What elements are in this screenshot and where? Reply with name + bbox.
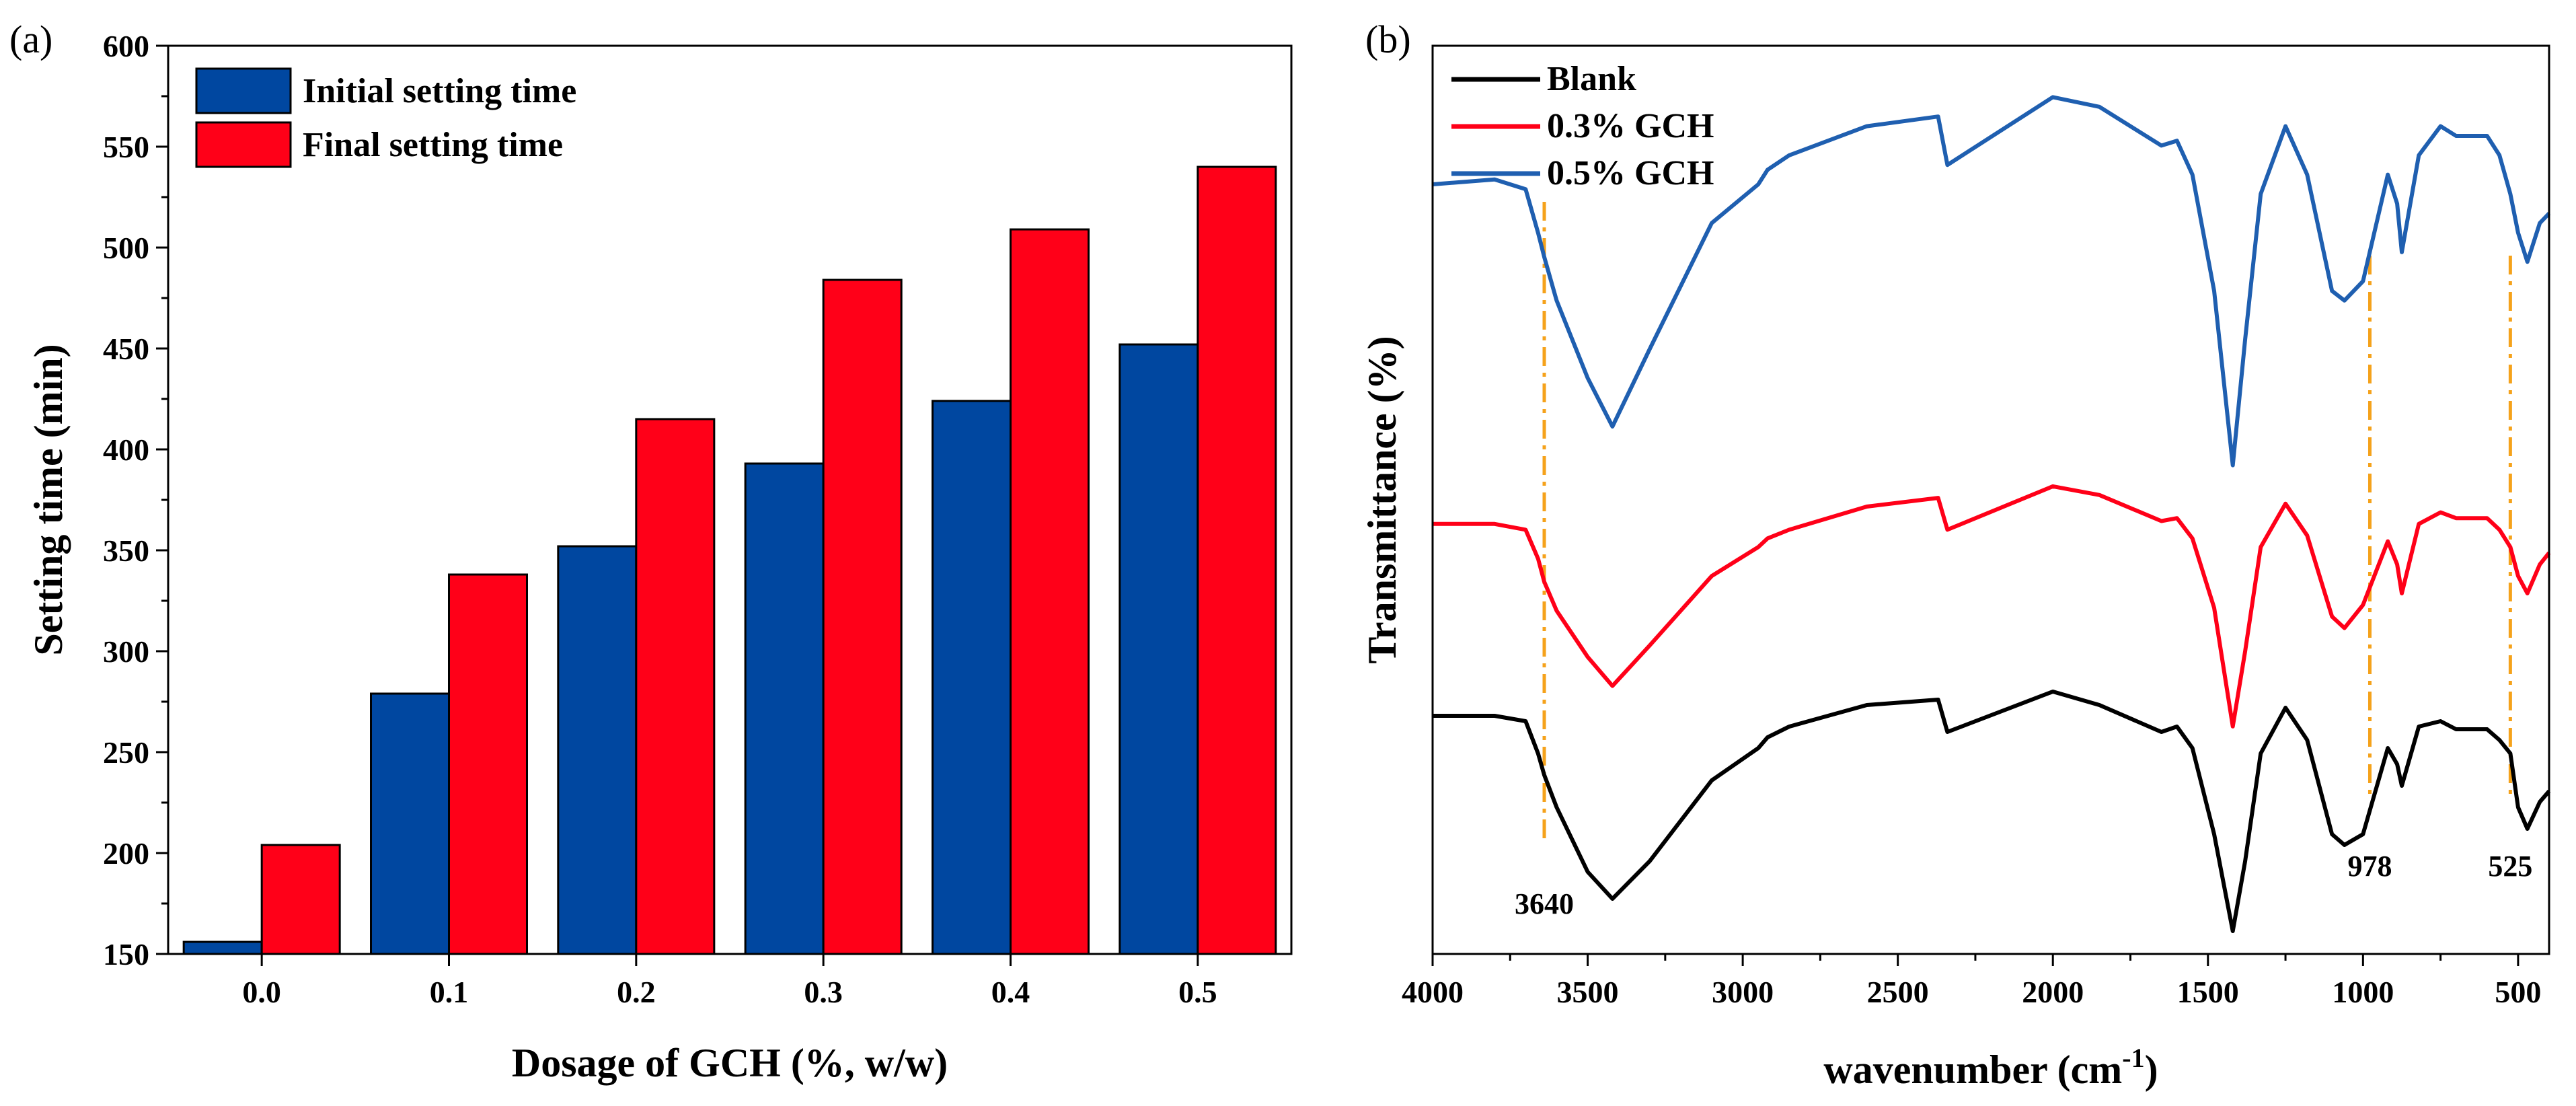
bar-final-0.5	[1197, 165, 1277, 955]
y-tick-label-550: 550	[103, 130, 149, 164]
panel-b-label: (b)	[1365, 17, 1411, 61]
x-tick-label-3500: 3500	[1557, 975, 1619, 1009]
x-axis-label-a: Dosage of GCH (%, w/w)	[512, 1041, 948, 1085]
y-tick-label-150: 150	[103, 937, 149, 971]
bar-initial-0.5	[1119, 343, 1199, 955]
bar-initial-0.4	[932, 400, 1012, 955]
annotation-label-3640: 3640	[1515, 887, 1574, 920]
y-tick-label-200: 200	[103, 836, 149, 871]
annotation-label-978: 978	[2347, 850, 2392, 883]
bar-final-0.4	[1010, 228, 1090, 955]
x-tick-label-0.4: 0.4	[991, 975, 1030, 1009]
y-axis-label-a: Setting time (min)	[26, 344, 71, 655]
annotation-label-525: 525	[2488, 850, 2532, 883]
x-tick-label-1500: 1500	[2177, 975, 2239, 1009]
x-tick-label-3000: 3000	[1712, 975, 1774, 1009]
bar-final-0.0	[260, 844, 341, 955]
legend-label-1: Final setting time	[303, 126, 563, 164]
x-tick-label-1000: 1000	[2332, 975, 2394, 1009]
series-line-2	[1432, 95, 2551, 468]
legend-label-b-1: 0.3% GCH	[1547, 107, 1714, 145]
panel-a: (a) 0.0 0.1 0.2 0.3 0.4 0.5 150 200 250 300 350 400 4…	[9, 17, 1293, 1085]
legend-label-0: Initial setting time	[303, 72, 576, 110]
x-tick-label-4000: 4000	[1402, 975, 1464, 1009]
legend-swatch-1	[195, 121, 292, 168]
x-axis-label-b-end: )	[2145, 1047, 2158, 1092]
legend-label-b-0: Blank	[1547, 60, 1636, 98]
bar-initial-0.1	[370, 692, 450, 955]
x-tick-label-2500: 2500	[1867, 975, 1929, 1009]
x-axis-label-b-main: wavenumber (cm	[1823, 1047, 2122, 1092]
x-axis-label-b-sup: -1	[2122, 1043, 2144, 1073]
bar-initial-0.2	[557, 545, 638, 955]
bar-initial-0.3	[744, 462, 825, 955]
y-tick-label-400: 400	[103, 433, 149, 467]
y-tick-label-350: 350	[103, 533, 149, 568]
panel-a-label: (a)	[9, 17, 52, 61]
bar-final-0.2	[635, 418, 716, 955]
y-tick-label-500: 500	[103, 231, 149, 265]
x-tick-label-2000: 2000	[2022, 975, 2084, 1009]
x-tick-label-0.1: 0.1	[430, 975, 469, 1009]
x-tick-label-500: 500	[2495, 975, 2541, 1009]
x-tick-label-0.2: 0.2	[617, 975, 656, 1009]
plot-frame-b	[1431, 44, 2550, 955]
x-tick-label-0.3: 0.3	[804, 975, 843, 1009]
y-tick-label-450: 450	[103, 332, 149, 366]
bar-final-0.1	[448, 573, 528, 955]
legend-label-b-2: 0.5% GCH	[1547, 154, 1714, 192]
x-tick-label-0.5: 0.5	[1178, 975, 1217, 1009]
series-line-0	[1433, 690, 2551, 933]
series-line-1	[1433, 484, 2551, 729]
panel-b: (b) 3640 978 525 4000 3500 3000 2500 2000 1500 100…	[1360, 17, 2551, 1092]
y-axis-label-b: Transmittance (%)	[1360, 336, 1404, 663]
y-tick-label-250: 250	[103, 735, 149, 770]
bar-initial-0.0	[182, 941, 263, 955]
x-axis-label-b: wavenumber (cm-1)	[1823, 1043, 2158, 1092]
y-tick-label-600: 600	[103, 29, 149, 63]
legend-swatch-0	[195, 67, 292, 114]
x-tick-label-0.0: 0.0	[242, 975, 281, 1009]
bar-final-0.3	[822, 279, 903, 955]
y-tick-label-300: 300	[103, 634, 149, 669]
